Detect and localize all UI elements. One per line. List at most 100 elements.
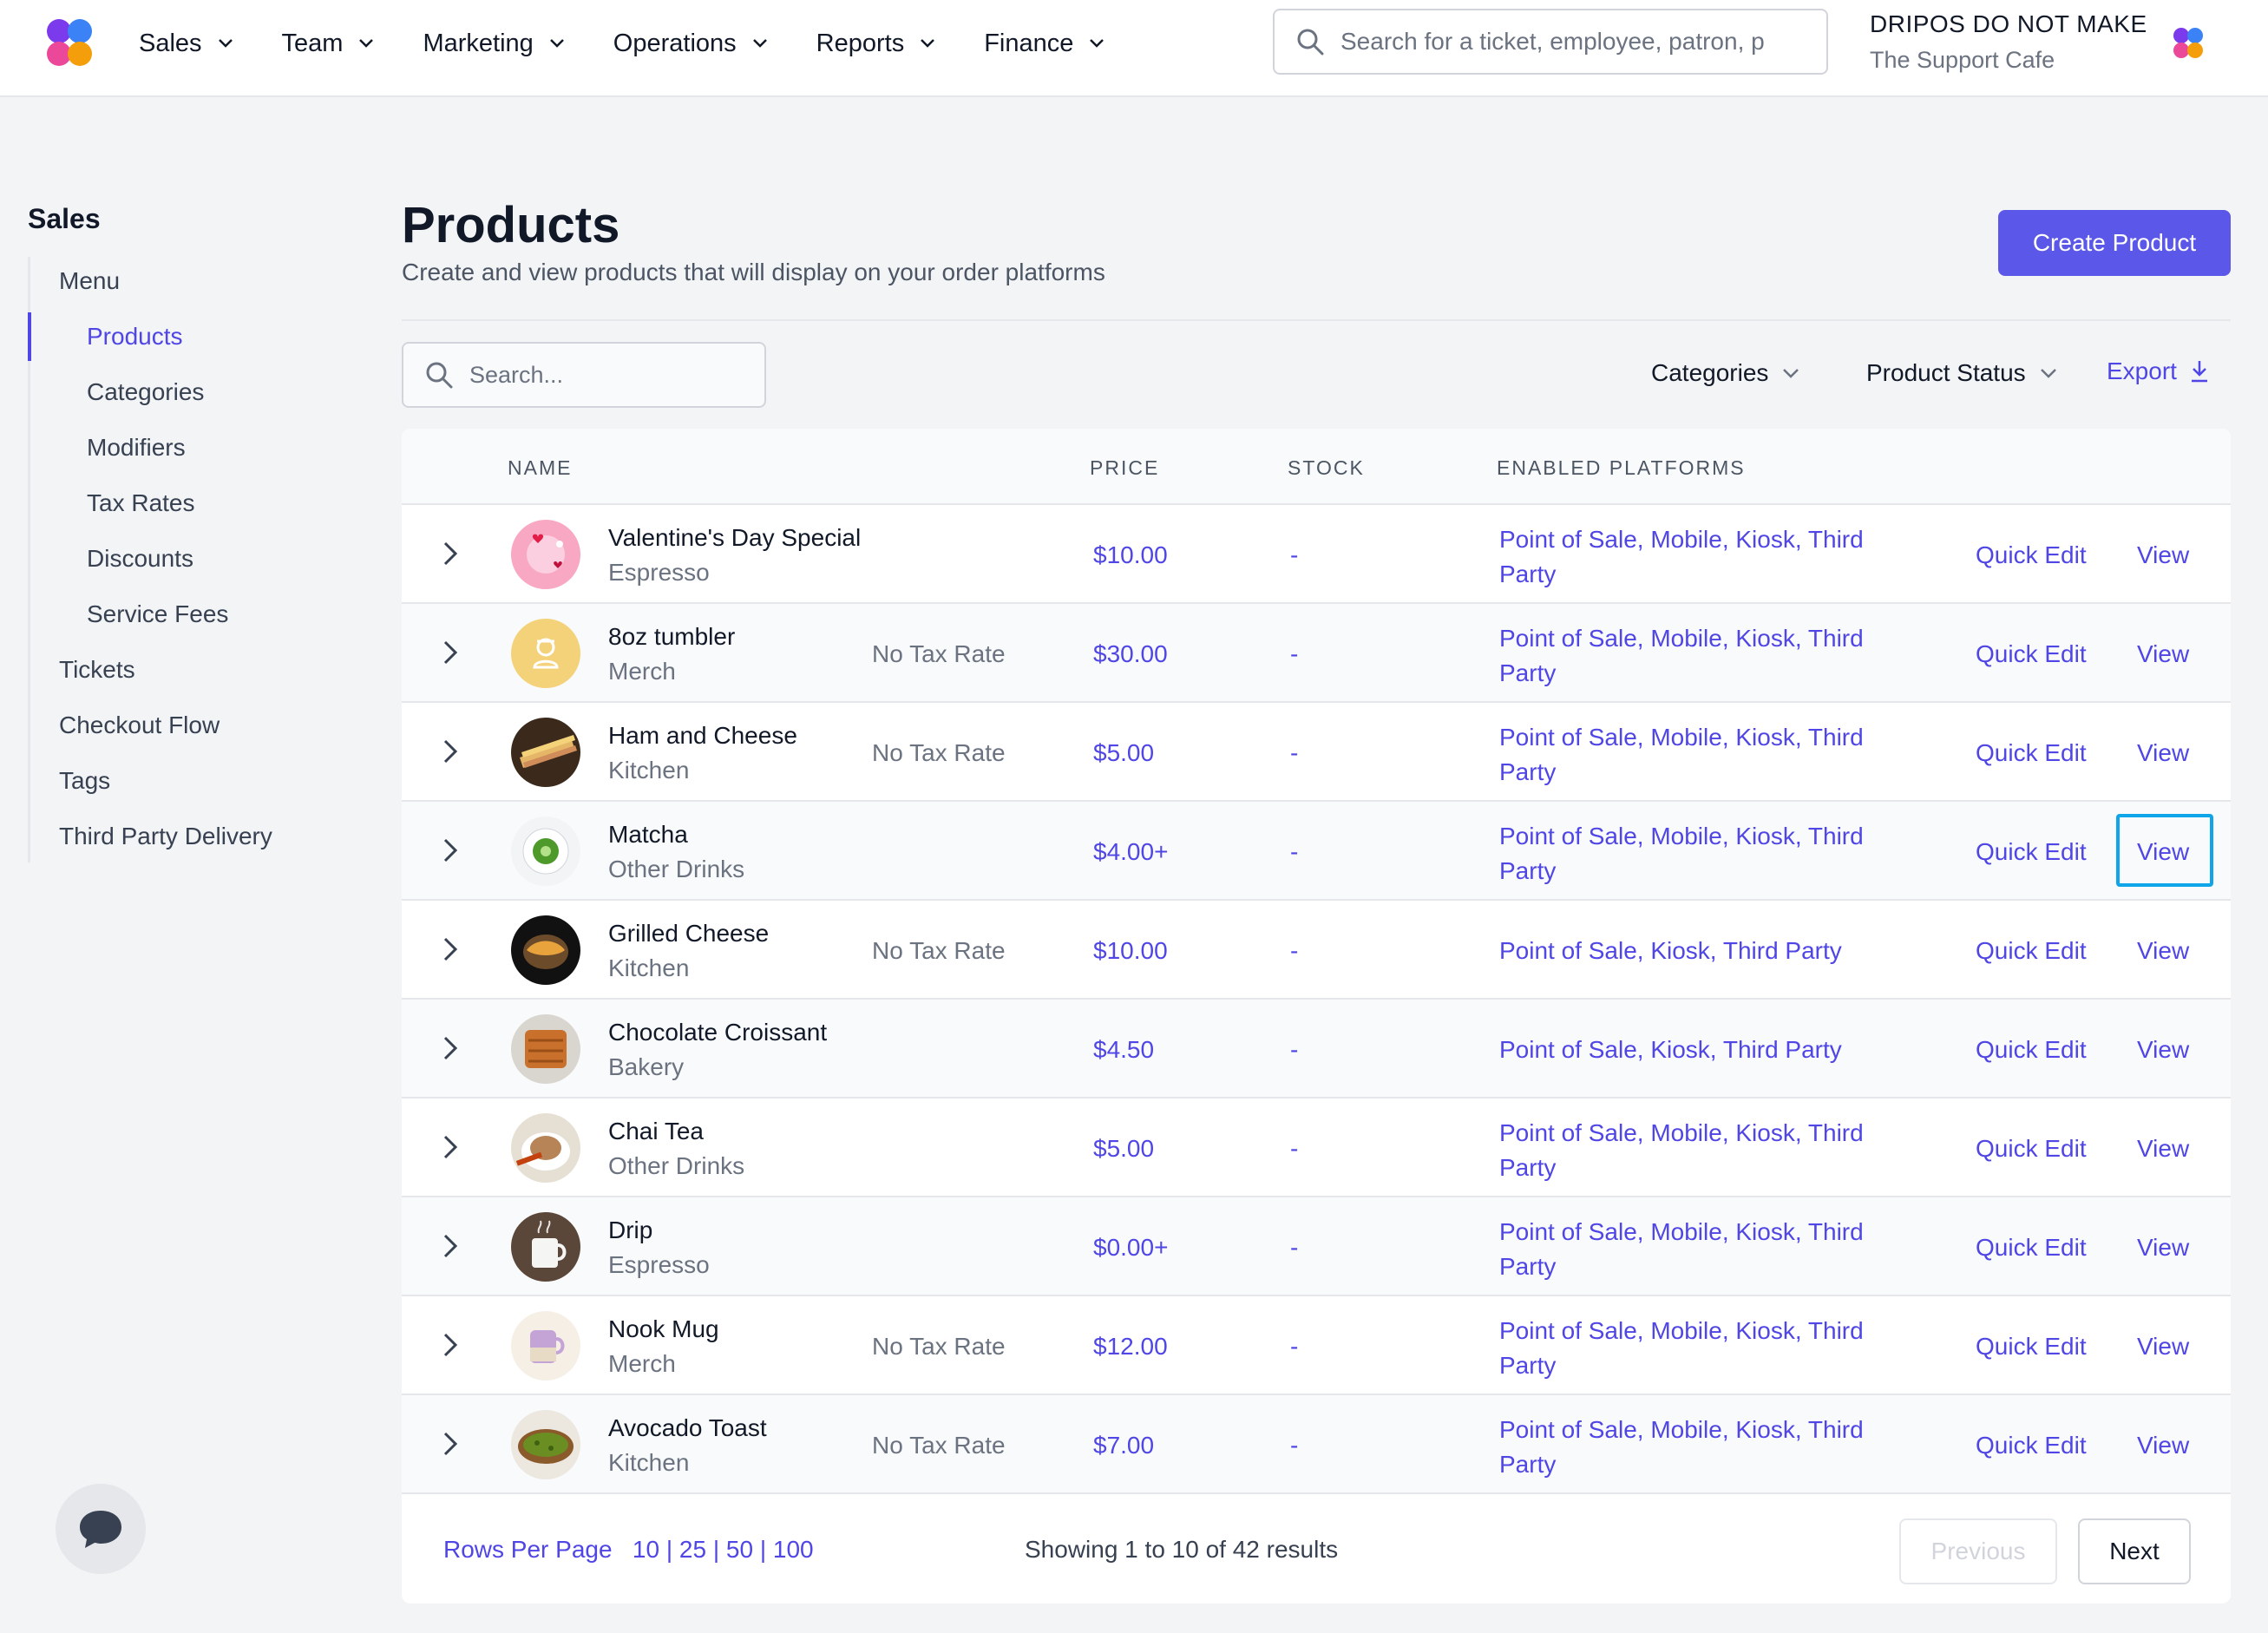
global-search-input[interactable] (1340, 28, 1809, 56)
product-search[interactable] (402, 342, 766, 408)
product-tax-rate: No Tax Rate (872, 937, 1006, 964)
nav-reports[interactable]: Reports (816, 30, 936, 58)
dripos-logo-icon[interactable] (40, 14, 99, 73)
sidebar-item-categories[interactable]: Categories (87, 378, 205, 405)
sidebar-item-tags[interactable]: Tags (59, 767, 111, 794)
account-logo-icon[interactable] (2169, 24, 2207, 62)
rows-per-page-50[interactable]: 50 (725, 1536, 754, 1563)
sidebar-item-discounts[interactable]: Discounts (87, 545, 193, 572)
sidebar-item-tickets[interactable]: Tickets (59, 656, 135, 683)
product-name: Chocolate Croissant (608, 1019, 828, 1046)
product-name: 8oz tumbler (608, 623, 736, 650)
product-platforms[interactable]: Point of Sale, Mobile, Kiosk, Third Part… (1499, 823, 1864, 884)
chevron-right-icon[interactable] (442, 1331, 459, 1359)
chevron-right-icon[interactable] (442, 738, 459, 765)
chevron-right-icon[interactable] (442, 639, 459, 666)
sidebar-item-menu[interactable]: Menu (59, 267, 121, 294)
product-platforms[interactable]: Point of Sale, Kiosk, Third Party (1499, 1036, 1842, 1063)
previous-button[interactable]: Previous (1899, 1518, 2057, 1584)
product-platforms[interactable]: Point of Sale, Mobile, Kiosk, Third Part… (1499, 724, 1864, 785)
product-platforms[interactable]: Point of Sale, Mobile, Kiosk, Third Part… (1499, 526, 1864, 587)
rows-per-page-10[interactable]: 10 (632, 1536, 660, 1563)
chevron-right-icon[interactable] (442, 1034, 459, 1062)
quick-edit-link[interactable]: Quick Edit (1976, 541, 2087, 568)
quick-edit-link[interactable]: Quick Edit (1976, 937, 2087, 964)
view-link[interactable]: View (2137, 541, 2190, 568)
product-thumbnail (511, 1311, 580, 1381)
quick-edit-link[interactable]: Quick Edit (1976, 1234, 2087, 1261)
product-status-filter[interactable]: Product Status (1866, 359, 2057, 387)
quick-edit-link[interactable]: Quick Edit (1976, 1432, 2087, 1459)
product-stock: - (1290, 541, 1299, 568)
account-switcher[interactable]: DRIPOS DO NOT MAKE The Support Cafe (1870, 10, 2147, 74)
view-link[interactable]: View (2137, 640, 2190, 667)
nav-finance[interactable]: Finance (984, 30, 1105, 58)
quick-edit-link[interactable]: Quick Edit (1976, 640, 2087, 667)
sidebar-item-service-fees[interactable]: Service Fees (87, 600, 229, 627)
product-stock: - (1290, 1432, 1299, 1459)
chevron-right-icon[interactable] (442, 836, 459, 864)
quick-edit-link[interactable]: Quick Edit (1976, 1036, 2087, 1063)
main-nav: Sales Team Marketing Operations Reports … (139, 0, 1153, 87)
view-link[interactable]: View (2137, 1135, 2190, 1162)
quick-edit-link[interactable]: Quick Edit (1976, 1135, 2087, 1162)
rows-per-page-25[interactable]: 25 (678, 1536, 707, 1563)
view-link[interactable]: View (2137, 1333, 2190, 1360)
nav-team[interactable]: Team (282, 30, 375, 58)
product-thumbnail (511, 718, 580, 787)
table-row: Chocolate Croissant Bakery $4.50 - Point… (402, 1000, 2231, 1099)
quick-edit-link[interactable]: Quick Edit (1976, 739, 2087, 766)
chevron-right-icon[interactable] (442, 1430, 459, 1458)
quick-edit-link[interactable]: Quick Edit (1976, 1333, 2087, 1360)
table-row: Drip Espresso $0.00+ - Point of Sale, Mo… (402, 1197, 2231, 1296)
chat-button[interactable] (56, 1484, 146, 1574)
product-thumbnail (511, 1113, 580, 1183)
chevron-right-icon[interactable] (442, 1232, 459, 1260)
view-link[interactable]: View (2137, 739, 2190, 766)
rows-per-page-label: Rows Per Page (443, 1536, 613, 1563)
nav-operations[interactable]: Operations (613, 30, 768, 58)
view-link[interactable]: View (2137, 937, 2190, 964)
table-header: NAME PRICE STOCK ENABLED PLATFORMS (402, 429, 2231, 505)
sidebar-item-modifiers[interactable]: Modifiers (87, 434, 186, 461)
sidebar-title: Sales (28, 203, 101, 234)
product-platforms[interactable]: Point of Sale, Mobile, Kiosk, Third Part… (1499, 1416, 1864, 1478)
sidebar-item-checkout-flow[interactable]: Checkout Flow (59, 712, 220, 738)
chevron-right-icon[interactable] (442, 935, 459, 963)
sidebar-item-products[interactable]: Products (87, 323, 183, 350)
product-platforms[interactable]: Point of Sale, Mobile, Kiosk, Third Part… (1499, 1119, 1864, 1181)
quick-edit-link[interactable]: Quick Edit (1976, 838, 2087, 865)
rows-per-page: Rows Per Page 10 | 25 | 50 | 100 (443, 1536, 814, 1563)
table-row: Avocado Toast Kitchen No Tax Rate $7.00 … (402, 1395, 2231, 1494)
sidebar-item-third-party-delivery[interactable]: Third Party Delivery (59, 823, 272, 849)
chevron-right-icon[interactable] (442, 1133, 459, 1161)
account-location: The Support Cafe (1870, 47, 2055, 73)
rows-per-page-100[interactable]: 100 (772, 1536, 814, 1563)
product-price: $10.00 (1093, 541, 1168, 568)
nav-marketing[interactable]: Marketing (423, 30, 564, 58)
view-link[interactable]: View (2137, 1036, 2190, 1063)
view-link[interactable]: View (2137, 1432, 2190, 1459)
chat-bubble-icon (80, 1511, 121, 1548)
sidebar-item-tax-rates[interactable]: Tax Rates (87, 489, 195, 516)
product-platforms[interactable]: Point of Sale, Mobile, Kiosk, Third Part… (1499, 1218, 1864, 1280)
product-stock: - (1290, 640, 1299, 667)
product-search-input[interactable] (469, 361, 747, 389)
product-platforms[interactable]: Point of Sale, Kiosk, Third Party (1499, 937, 1842, 964)
chevron-down-icon (359, 39, 374, 48)
product-category: Other Drinks (608, 1152, 745, 1179)
chevron-right-icon[interactable] (442, 540, 459, 567)
product-platforms[interactable]: Point of Sale, Mobile, Kiosk, Third Part… (1499, 625, 1864, 686)
next-button[interactable]: Next (2078, 1518, 2191, 1584)
product-platforms[interactable]: Point of Sale, Mobile, Kiosk, Third Part… (1499, 1317, 1864, 1379)
product-category: Other Drinks (608, 856, 745, 882)
product-category: Bakery (608, 1053, 685, 1080)
export-button[interactable]: Export (2107, 357, 2210, 385)
nav-sales[interactable]: Sales (139, 30, 233, 58)
global-search[interactable] (1273, 9, 1828, 75)
table-row: Valentine's Day Special Espresso $10.00 … (402, 505, 2231, 604)
view-link[interactable]: View (2137, 838, 2190, 865)
categories-filter[interactable]: Categories (1651, 359, 1799, 387)
view-link[interactable]: View (2137, 1234, 2190, 1261)
create-product-button[interactable]: Create Product (1998, 210, 2231, 276)
